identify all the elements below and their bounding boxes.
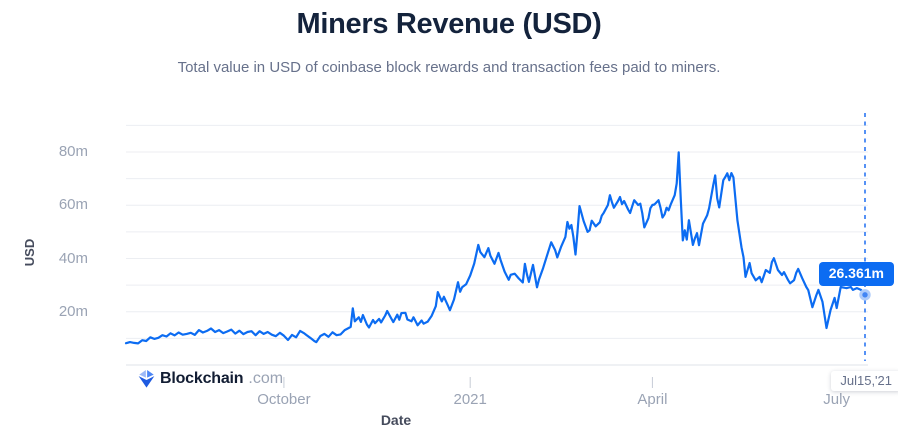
y-tick-label: 40m bbox=[58, 249, 88, 267]
value-tooltip: 26.361m bbox=[818, 262, 894, 286]
x-tick-label: October bbox=[257, 391, 311, 408]
chart-subtitle: Total value in USD of coinbase block rew… bbox=[177, 59, 721, 76]
y-tick-label: 60m bbox=[58, 196, 88, 214]
logo-text-bold: Blockchain bbox=[160, 370, 244, 387]
x-tick-label: 2021 bbox=[453, 391, 487, 408]
y-tick-label: 20m bbox=[58, 302, 88, 320]
logo-text-suffix: .com bbox=[248, 370, 284, 387]
chart-title: Miners Revenue (USD) bbox=[296, 8, 602, 40]
crosshair-point-marker[interactable] bbox=[859, 289, 871, 301]
revenue-line-series[interactable] bbox=[124, 151, 867, 345]
x-tick-label: April bbox=[637, 391, 668, 408]
x-axis-title: Date bbox=[380, 412, 412, 428]
y-tick-label: 80m bbox=[58, 143, 88, 161]
crosshair-date-label: Jul15,'21 bbox=[831, 371, 898, 391]
x-tick-label: July bbox=[823, 391, 850, 408]
blockchain-diamond-icon bbox=[138, 370, 155, 388]
blockchain-logo[interactable]: Blockchain .com bbox=[138, 370, 283, 388]
